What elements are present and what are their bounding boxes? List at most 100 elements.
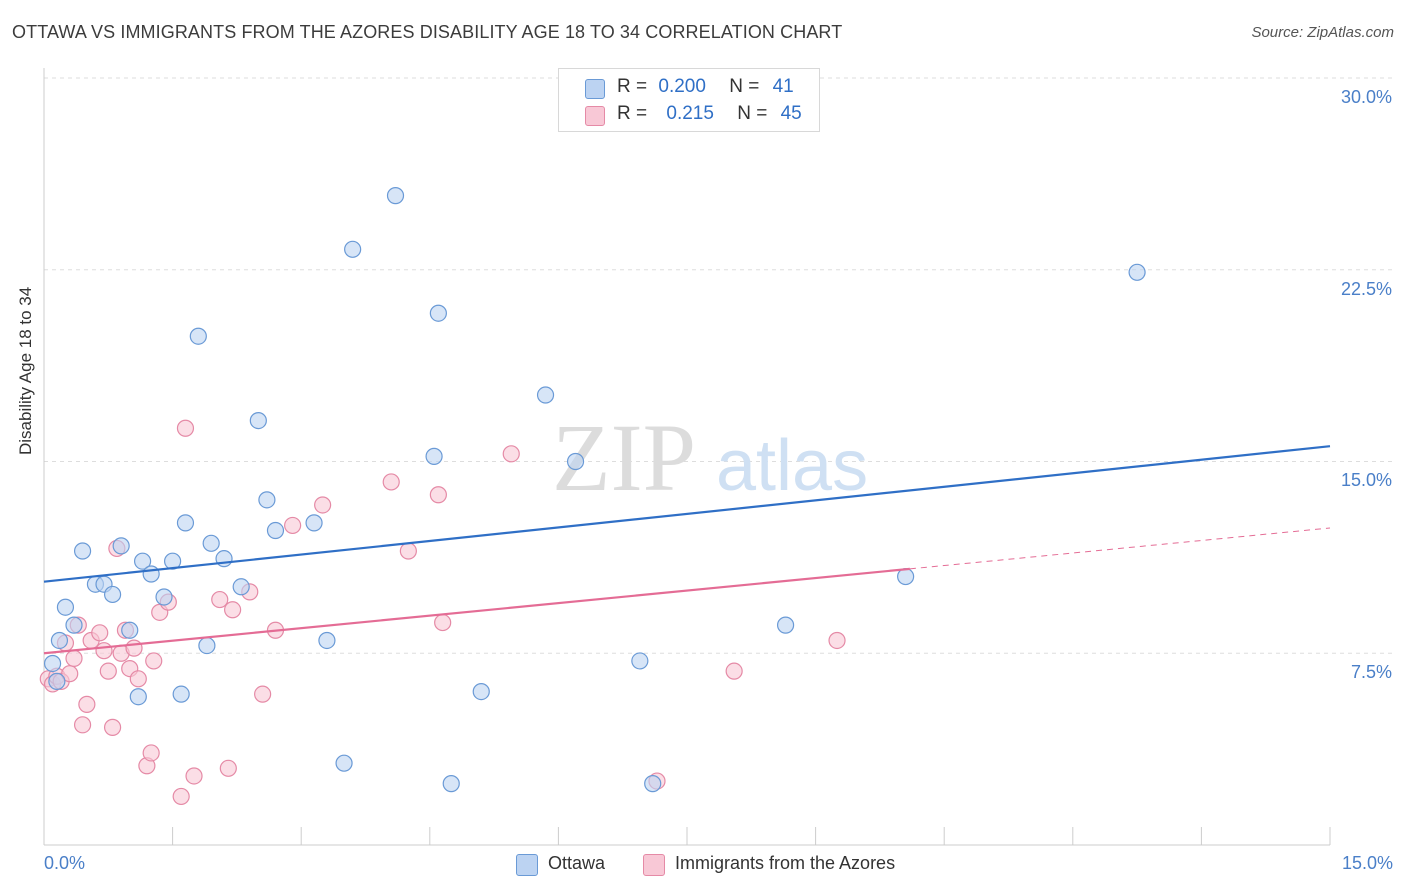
ottawa-point: [566, 452, 585, 471]
n-label: N =: [737, 103, 768, 124]
ottawa-point: [442, 775, 460, 793]
ottawa-point: [631, 652, 649, 670]
ottawa-point: [112, 537, 130, 555]
ottawa-point: [121, 621, 139, 639]
azores-point: [399, 542, 417, 560]
ottawa-point: [776, 616, 795, 634]
ottawa-point: [305, 514, 323, 532]
azores-point: [129, 670, 147, 688]
azores-point: [382, 473, 400, 491]
y-tick-label: 22.5%: [1341, 279, 1392, 299]
ottawa-point: [43, 654, 62, 673]
ottawa-point: [56, 598, 75, 616]
ottawa-point: [202, 534, 220, 552]
azores-point: [142, 744, 160, 762]
ottawa-point: [425, 447, 443, 465]
ottawa-point: [386, 187, 405, 205]
legend-row-ottawa: R = 0.200 N = 41: [559, 73, 819, 101]
azores-swatch: [585, 106, 605, 126]
ottawa-point: [65, 616, 83, 634]
ottawa-point: [129, 688, 147, 706]
x-tick-label: 0.0%: [44, 853, 85, 873]
ottawa-point: [155, 588, 173, 606]
x-tick-label: 15.0%: [1342, 853, 1393, 873]
azores-trend-extension: [909, 527, 1331, 570]
ottawa-point: [133, 552, 152, 570]
bottom-legend: Ottawa Immigrants from the Azores: [0, 852, 1406, 878]
y-tick-label: 7.5%: [1351, 662, 1392, 682]
legend-row-azores: R = 0.215 N = 45: [559, 100, 819, 128]
ottawa-point: [258, 491, 276, 509]
ottawa-point: [50, 631, 69, 650]
ottawa-point: [103, 585, 122, 604]
n-value: 41: [772, 76, 794, 97]
y-tick-label: 30.0%: [1341, 87, 1392, 107]
azores-trend-line: [43, 567, 911, 655]
ottawa-point: [232, 578, 250, 596]
azores-point: [502, 445, 520, 463]
ottawa-point: [176, 514, 195, 532]
azores-point: [78, 695, 96, 713]
r-label: R =: [617, 103, 648, 124]
azores-point: [254, 685, 272, 703]
ottawa-point: [472, 682, 490, 701]
ottawa-point: [897, 567, 915, 586]
ottawa-point: [266, 521, 285, 540]
ottawa-point: [172, 685, 190, 703]
grid-lines: [44, 77, 1392, 654]
axes: [43, 68, 1331, 846]
azores-point: [99, 662, 117, 680]
azores-point: [725, 662, 743, 680]
ottawa-point: [344, 240, 362, 258]
azores-point: [95, 642, 113, 660]
r-value: 0.215: [666, 103, 714, 124]
azores-point: [185, 767, 203, 785]
azores-legend-label: Immigrants from the Azores: [675, 853, 896, 873]
azores-point: [65, 649, 83, 667]
chart-title: OTTAWA VS IMMIGRANTS FROM THE AZORES DIS…: [12, 22, 843, 42]
azores-point: [434, 613, 452, 632]
stats-legend: R = 0.200 N = 41 R = 0.215 N = 45: [558, 68, 820, 132]
azores-point: [91, 624, 109, 642]
ottawa-point: [536, 386, 555, 404]
azores-point: [429, 486, 447, 504]
tick-labels: 30.0% 22.5% 15.0% 7.5% 0.0% 15.0%: [44, 87, 1393, 873]
azores-point: [314, 496, 332, 514]
azores-point: [828, 631, 846, 650]
azores-point: [211, 590, 229, 609]
ottawa-point: [249, 411, 267, 430]
ottawa-legend-label: Ottawa: [548, 853, 606, 873]
azores-point: [284, 516, 302, 535]
y-tick-label: 15.0%: [1341, 470, 1392, 490]
ottawa-point: [142, 565, 160, 583]
ottawa-point: [1128, 263, 1146, 281]
ottawa-point: [198, 636, 216, 655]
ottawa-legend-swatch: [516, 854, 538, 876]
ottawa-swatch: [585, 79, 605, 99]
ottawa-point: [73, 542, 92, 560]
r-label: R =: [617, 76, 648, 97]
azores-point: [176, 419, 195, 437]
azores-point: [103, 718, 122, 736]
source-label: Source: ZipAtlas.com: [1251, 24, 1394, 41]
trend-lines: [43, 445, 1331, 655]
azores-point: [219, 759, 237, 777]
azores-point: [73, 716, 92, 734]
ottawa-trend-line: [43, 445, 1331, 583]
ottawa-point: [335, 754, 353, 772]
azores-point: [125, 639, 143, 657]
ottawa-point: [644, 775, 662, 793]
watermark-atlas: atlas: [716, 426, 868, 506]
ottawa-point: [189, 327, 207, 345]
azores-point: [224, 601, 242, 619]
ottawa-point: [429, 304, 447, 322]
azores-point: [145, 652, 163, 670]
ottawa-point: [318, 631, 336, 650]
series-ottawa: [43, 187, 1146, 793]
azores-legend-swatch: [643, 854, 665, 876]
r-value: 0.200: [658, 76, 706, 97]
n-value: 45: [780, 103, 802, 124]
n-label: N =: [729, 76, 760, 97]
azores-point: [172, 787, 190, 806]
